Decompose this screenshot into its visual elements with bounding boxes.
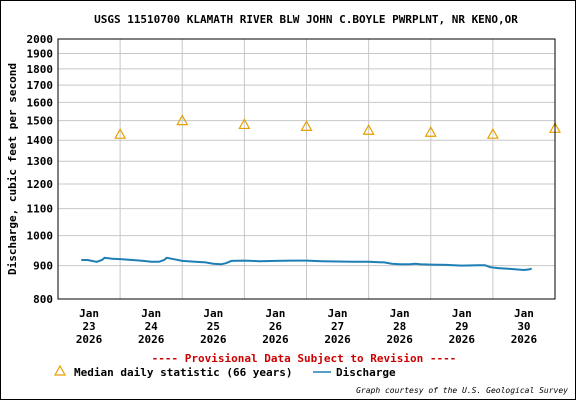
x-tick-label: Jan xyxy=(203,307,223,320)
x-tick-label: Jan xyxy=(79,307,99,320)
x-tick-label: 23 xyxy=(82,320,95,333)
y-tick-label: 800 xyxy=(33,293,53,306)
x-tick-label: Jan xyxy=(328,307,348,320)
y-tick-label: 1900 xyxy=(27,48,54,61)
usgs-credit: Graph courtesy of the U.S. Geological Su… xyxy=(356,386,568,395)
y-tick-label: 2000 xyxy=(27,33,54,46)
plot-border xyxy=(57,38,556,300)
y-axis-ticks: 800 900 1000 1100 1200 1300 1400 1500 1600 1700 18… xyxy=(27,33,54,306)
x-tick-label: 27 xyxy=(331,320,344,333)
median-triangle-point xyxy=(114,127,127,139)
median-triangle-point xyxy=(300,120,313,131)
x-tick-label: 2026 xyxy=(138,333,165,346)
legend-discharge-label: Discharge xyxy=(336,366,396,379)
x-tick-label: 2026 xyxy=(262,333,289,346)
x-tick-label: 2026 xyxy=(324,333,351,346)
discharge-line xyxy=(81,256,532,272)
x-tick-label: Jan xyxy=(514,307,534,320)
y-tick-label: 1300 xyxy=(27,155,54,168)
x-tick-label: Jan xyxy=(266,307,286,320)
y-tick-label: 1100 xyxy=(27,203,54,216)
x-tick-label: Jan xyxy=(390,307,410,320)
chart-title: USGS 11510700 KLAMATH RIVER BLW JOHN C.B… xyxy=(94,13,518,26)
x-tick-label: 25 xyxy=(207,320,220,333)
legend-median-triangle-icon xyxy=(53,364,67,376)
x-tick-label: 2026 xyxy=(200,333,227,346)
legend-median-label: Median daily statistic (66 years) xyxy=(74,366,293,379)
x-tick-label: 26 xyxy=(269,320,283,333)
median-triangle-point xyxy=(424,125,437,137)
provisional-note: ---- Provisional Data Subject to Revisio… xyxy=(152,352,457,365)
y-tick-label: 1600 xyxy=(27,96,54,109)
y-tick-label: 1000 xyxy=(27,230,54,243)
y-axis-label: Discharge, cubic feet per second xyxy=(6,63,19,275)
x-tick-label: 2026 xyxy=(76,333,103,346)
x-tick-label: 28 xyxy=(393,320,406,333)
y-tick-label: 1500 xyxy=(27,115,54,128)
x-tick-label: 2026 xyxy=(449,333,476,346)
median-triangle-point xyxy=(176,114,189,126)
y-tick-label: 900 xyxy=(33,260,53,273)
x-tick-label: 29 xyxy=(455,320,468,333)
y-tick-label: 1400 xyxy=(27,134,54,147)
legend: Median daily statistic (66 years) Discha… xyxy=(53,364,396,379)
x-tick-label: Jan xyxy=(141,307,161,320)
discharge-series xyxy=(81,256,532,272)
x-tick-label: 30 xyxy=(517,320,530,333)
y-tick-label: 1800 xyxy=(27,63,54,76)
x-tick-label: 24 xyxy=(145,320,159,333)
x-tick-label: 2026 xyxy=(511,333,538,346)
x-axis-ticks: Jan232026Jan242026Jan252026Jan262026Jan2… xyxy=(76,307,538,346)
x-tick-label: Jan xyxy=(452,307,472,320)
y-tick-label: 1700 xyxy=(27,79,54,92)
median-triangle-point xyxy=(238,118,251,130)
y-tick-label: 1200 xyxy=(27,178,54,191)
x-tick-label: 2026 xyxy=(386,333,413,346)
median-triangle-point xyxy=(362,124,375,135)
median-triangle-point xyxy=(486,127,499,139)
